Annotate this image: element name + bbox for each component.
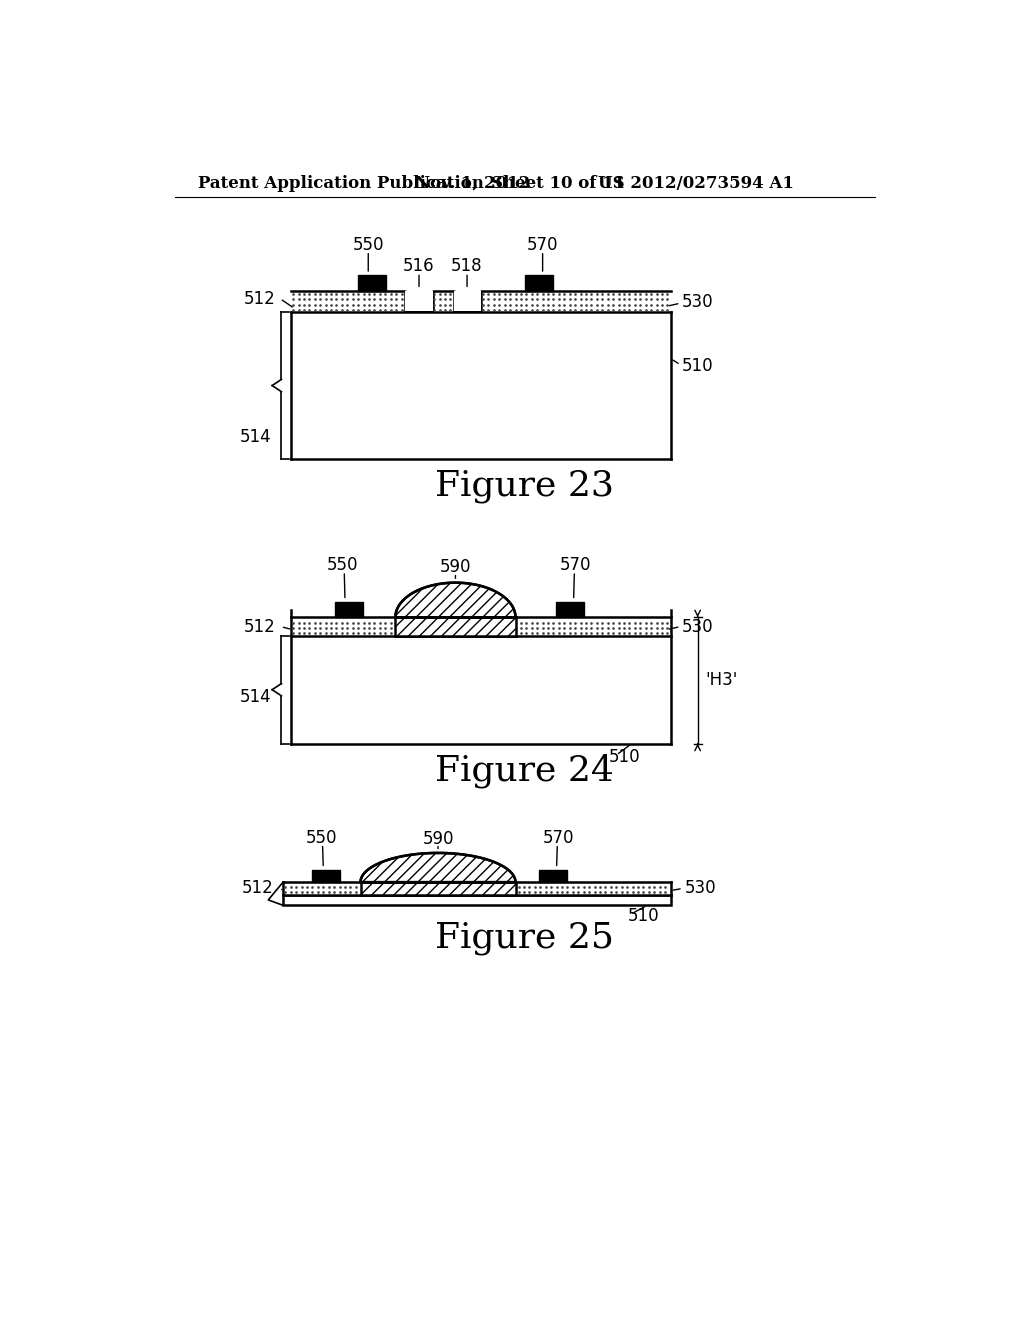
Text: Figure 25: Figure 25 (435, 920, 614, 954)
Text: Figure 23: Figure 23 (435, 469, 614, 503)
Polygon shape (395, 582, 515, 618)
Text: 514: 514 (240, 428, 271, 446)
Bar (395, 618, 515, 636)
Bar (454, 290, 480, 312)
Text: 550: 550 (327, 556, 358, 574)
Text: 510: 510 (682, 358, 714, 375)
Bar (406, 290, 432, 312)
Bar (335, 602, 362, 618)
Text: 512: 512 (244, 618, 275, 635)
Bar (395, 618, 515, 636)
Text: 590: 590 (422, 830, 454, 847)
Text: Patent Application Publication: Patent Application Publication (198, 174, 483, 191)
Bar (311, 870, 340, 882)
Text: 518: 518 (452, 257, 483, 275)
Bar (556, 602, 584, 618)
Bar (283, 895, 671, 906)
Bar (360, 882, 515, 895)
Bar (358, 276, 386, 290)
Text: 530: 530 (682, 618, 714, 635)
Text: 530: 530 (684, 879, 716, 898)
Text: 570: 570 (560, 556, 592, 574)
Text: 512: 512 (242, 879, 273, 898)
Text: 510: 510 (608, 748, 640, 767)
Text: 550: 550 (352, 236, 384, 253)
Bar (524, 276, 553, 290)
Text: 'H3': 'H3' (706, 672, 737, 689)
Text: 512: 512 (244, 289, 275, 308)
Bar (291, 618, 671, 636)
Text: 510: 510 (628, 907, 659, 925)
Bar (539, 870, 566, 882)
Text: 530: 530 (682, 293, 714, 310)
Text: US 2012/0273594 A1: US 2012/0273594 A1 (598, 174, 794, 191)
Text: 514: 514 (240, 689, 271, 706)
Text: 590: 590 (439, 558, 471, 577)
Text: 516: 516 (403, 257, 435, 275)
Text: Figure 24: Figure 24 (435, 754, 614, 788)
Polygon shape (395, 582, 515, 618)
Text: 570: 570 (543, 829, 574, 846)
Bar (283, 882, 671, 895)
Text: Nov. 1, 2012: Nov. 1, 2012 (415, 174, 530, 191)
Text: Sheet 10 of 11: Sheet 10 of 11 (490, 174, 625, 191)
Bar (291, 290, 671, 313)
Text: 570: 570 (527, 236, 558, 253)
Text: 550: 550 (306, 829, 338, 846)
Polygon shape (360, 853, 515, 882)
